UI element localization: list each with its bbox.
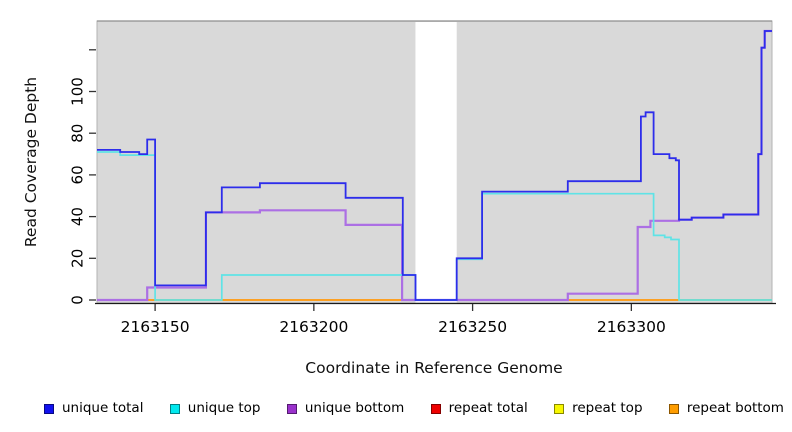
y-tick-label: 0	[69, 295, 87, 305]
legend-item-repeat-bottom: repeat bottom	[668, 400, 784, 417]
legend-swatch-unique-bottom	[286, 404, 297, 414]
legend-item-unique-top: unique top	[169, 400, 261, 417]
chart-legend: unique total unique top unique bottom repea…	[44, 397, 784, 421]
x-tick-label: 2163250	[438, 318, 507, 336]
legend-swatch-unique-top	[169, 404, 180, 414]
legend-swatch-unique-total	[44, 404, 54, 414]
y-tick-label: 100	[69, 77, 87, 106]
legend-label: unique total	[62, 400, 144, 417]
legend-label: unique top	[187, 400, 261, 417]
legend-item-repeat-total: repeat total	[430, 400, 528, 417]
legend-item-unique-total: unique total	[44, 402, 143, 416]
legend-label: repeat top	[572, 400, 643, 417]
legend-item-repeat-top: repeat top	[554, 400, 643, 417]
y-tick-label: 80	[69, 124, 87, 143]
legend-label: repeat total	[448, 400, 528, 417]
legend-swatch-repeat-bottom	[668, 404, 679, 414]
legend-swatch-repeat-total	[430, 404, 441, 414]
no-data-gap	[415, 22, 457, 303]
x-tick-label: 2163300	[597, 318, 666, 336]
x-tick-label: 2163200	[279, 318, 348, 336]
legend-item-unique-bottom: unique bottom	[286, 400, 405, 417]
x-axis-title: Coordinate in Reference Genome	[305, 359, 563, 377]
legend-swatch-repeat-top	[554, 404, 565, 414]
legend-label: unique bottom	[304, 400, 405, 417]
y-tick-label: 40	[69, 207, 87, 226]
x-tick-label: 2163150	[121, 318, 190, 336]
y-tick-label: 60	[69, 165, 87, 184]
y-axis-title: Read Coverage Depth	[22, 76, 40, 248]
legend-label: repeat bottom	[686, 400, 784, 417]
y-tick-label: 20	[69, 249, 87, 268]
series-unique-total	[97, 30, 772, 301]
